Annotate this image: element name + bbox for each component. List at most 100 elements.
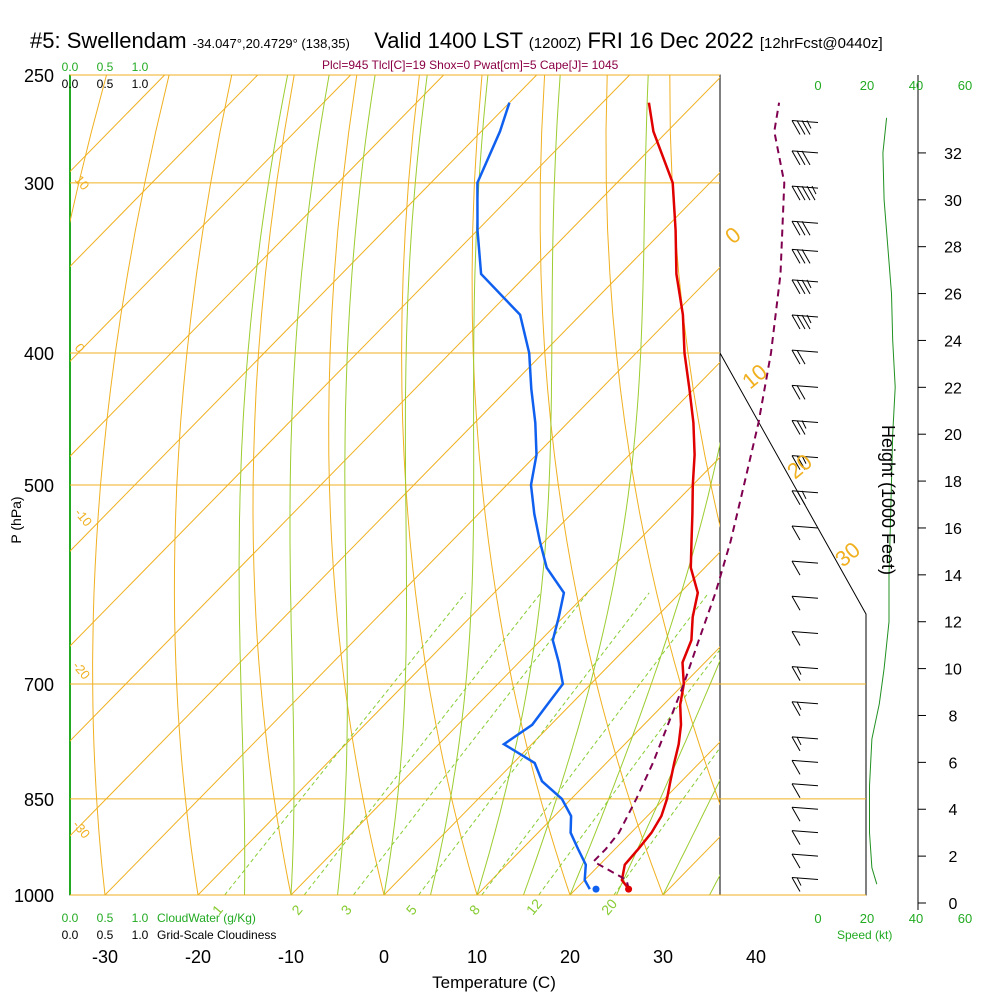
temperature-tick-label: 0 [379,947,389,967]
wind-barb [791,630,819,646]
dry-adiabat-line [401,75,478,895]
mixing-ratio-label: 20 [598,896,620,918]
mixing-ratio-label: 2 [288,902,305,918]
mixing-ratio-line [613,747,720,895]
cloudiness-scale-label: 0.0 [62,928,79,942]
isotherm-label: 0 [720,222,745,249]
height-tick-label: 24 [944,333,962,350]
mixing-ratio-label: 3 [337,902,354,918]
dry-adiabat-line [173,75,233,895]
wind-barb [791,701,819,717]
temperature-tick-label: 20 [560,947,580,967]
moist-adiabat-line [476,75,561,895]
height-tick-label: 18 [944,474,962,491]
pressure-tick-label: 400 [24,344,54,364]
isotherm-line [756,75,1000,895]
chart-title: #5: Swellendam -34.047°,20.4729° (138,35… [30,28,883,54]
dry-adiabat-line [983,75,1000,895]
valid-zulu: (1200Z) [528,35,582,52]
wind-barb [791,560,819,576]
temperature-tick-label: 40 [746,947,766,967]
moist-adiabat-line [337,75,376,895]
moist-adiabat-line [238,75,289,895]
height-tick-label: 6 [949,755,958,772]
height-tick-label: 16 [944,521,962,538]
moist-adiabat-line [430,75,489,895]
pressure-tick-label: 1000 [14,886,54,906]
height-tick-label: 12 [944,615,962,632]
dry-adiabat-line [471,75,571,895]
x-axis-label: Temperature (C) [432,973,556,992]
wind-barb [791,759,819,775]
height-tick-label: 32 [944,146,962,163]
speed-scale-label: 0 [814,911,821,926]
wind-barb [791,248,819,264]
height-tick-label: 10 [944,662,962,679]
surface-dewpoint-marker [592,885,600,893]
height-axis-label: Height (1000 Feet) [878,425,898,575]
height-tick-label: 20 [944,427,962,444]
wind-barb [791,736,819,752]
mixing-ratio-line [481,592,710,895]
wind-barb [791,666,819,681]
pressure-tick-label: 250 [24,66,54,86]
cloud-water-label: CloudWater (g/Kg) [157,911,256,925]
isotherm-label: -10 [72,505,96,529]
temperature-tick-label: -20 [185,947,211,967]
station-coords: -34.047°,20.4729° (138,35) [192,36,350,51]
isotherm-label: 10 [737,359,772,394]
mixing-ratio-label: 12 [523,896,545,918]
temperature-tick-label: 10 [467,947,487,967]
isotherm-line [70,75,444,457]
wind-barb [791,455,819,470]
dry-adiabat-line [539,75,664,895]
dry-adiabat-line [605,75,720,806]
wind-barb [791,806,819,822]
cloud-water-scale-label: 0.0 [62,911,79,925]
wind-barb [791,150,819,166]
wind-barb [791,783,819,799]
moist-adiabat-line [569,441,720,895]
wind-speed-line [869,117,896,885]
height-tick-label: 30 [944,193,962,210]
cloudiness-scale-label: 1.0 [132,77,149,91]
moist-adiabat-line [289,75,330,895]
wind-barb [791,279,819,295]
wind-barb [791,877,819,892]
height-tick-label: 8 [949,708,958,725]
speed-scale-label: 0 [814,78,821,93]
pressure-tick-label: 850 [24,790,54,810]
mixing-ratio-line [303,592,542,895]
temperature-tick-label: -30 [92,947,118,967]
cloud-water-scale-label: 0.5 [97,60,114,74]
speed-scale-label: 20 [860,911,874,926]
forecast-info: [12hrFcst@0440z] [759,35,883,52]
isotherm-label: 20 [782,449,817,484]
series-dewpoint-line [476,102,591,890]
speed-scale-label: 40 [909,911,923,926]
height-tick-label: 2 [949,849,958,866]
mixing-ratio-label: 5 [403,902,420,918]
isotherm-label: 30 [830,537,865,572]
mixing-ratio-label: 8 [466,902,483,918]
moist-adiabat-line [662,778,720,895]
pressure-tick-label: 700 [24,675,54,695]
cloud-water-scale-label: 1.0 [132,60,149,74]
height-tick-label: 4 [949,802,958,819]
cloud-water-scale-label: 0.0 [62,60,79,74]
moist-adiabat-line [523,75,649,895]
dry-adiabat-line [732,75,942,895]
isotherm-line [383,551,720,895]
cloudiness-scale-label: 0.0 [62,77,79,91]
isotherm-line [849,75,1000,895]
wind-panel-frame [719,352,867,896]
wind-barb [791,220,819,236]
wind-barb [791,595,819,611]
isotherm-line [70,75,351,363]
wind-barb [791,419,819,435]
height-tick-label: 26 [944,287,962,304]
speed-axis-label: Speed (kt) [837,928,892,942]
pressure-tick-label: 300 [24,174,54,194]
pressure-tick-label: 500 [24,476,54,496]
